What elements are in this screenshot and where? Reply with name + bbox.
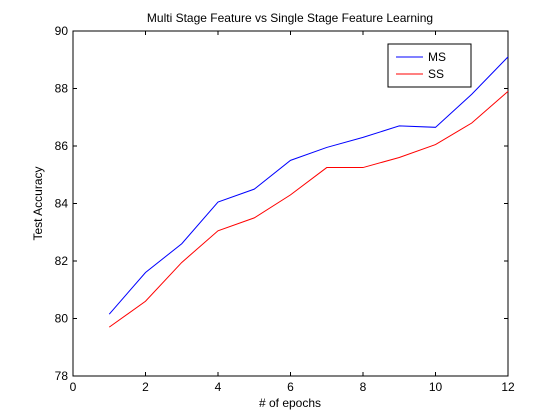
legend-box [387,43,472,88]
legend: MS SS [387,43,472,88]
y-tick-label: 80 [55,312,69,326]
series-line-ms [108,56,509,315]
x-axis-label: # of epochs [259,396,321,410]
y-tick-label: 84 [55,197,69,211]
legend-label-ss: SS [428,67,444,81]
x-tick-label: 0 [70,380,77,394]
series-line-ss [108,90,509,328]
x-tick-label: 6 [287,380,294,394]
legend-label-ms: MS [428,50,446,64]
x-tick-label: 4 [215,380,222,394]
y-tick-label: 90 [55,24,69,38]
x-tick-label: 2 [142,380,149,394]
y-tick-label: 82 [55,254,69,268]
y-tick-label: 88 [55,82,69,96]
y-tick-label: 78 [55,369,69,383]
x-tick-label: 12 [501,380,515,394]
x-tick-label: 10 [429,380,443,394]
x-tick-label: 8 [360,380,367,394]
plot-area: 0 2 4 6 8 10 12 78 80 82 84 86 88 90 [55,24,515,394]
y-tick-label: 86 [55,139,69,153]
y-axis-label: Test Accuracy [31,166,45,240]
chart-title: Multi Stage Feature vs Single Stage Feat… [147,11,433,25]
